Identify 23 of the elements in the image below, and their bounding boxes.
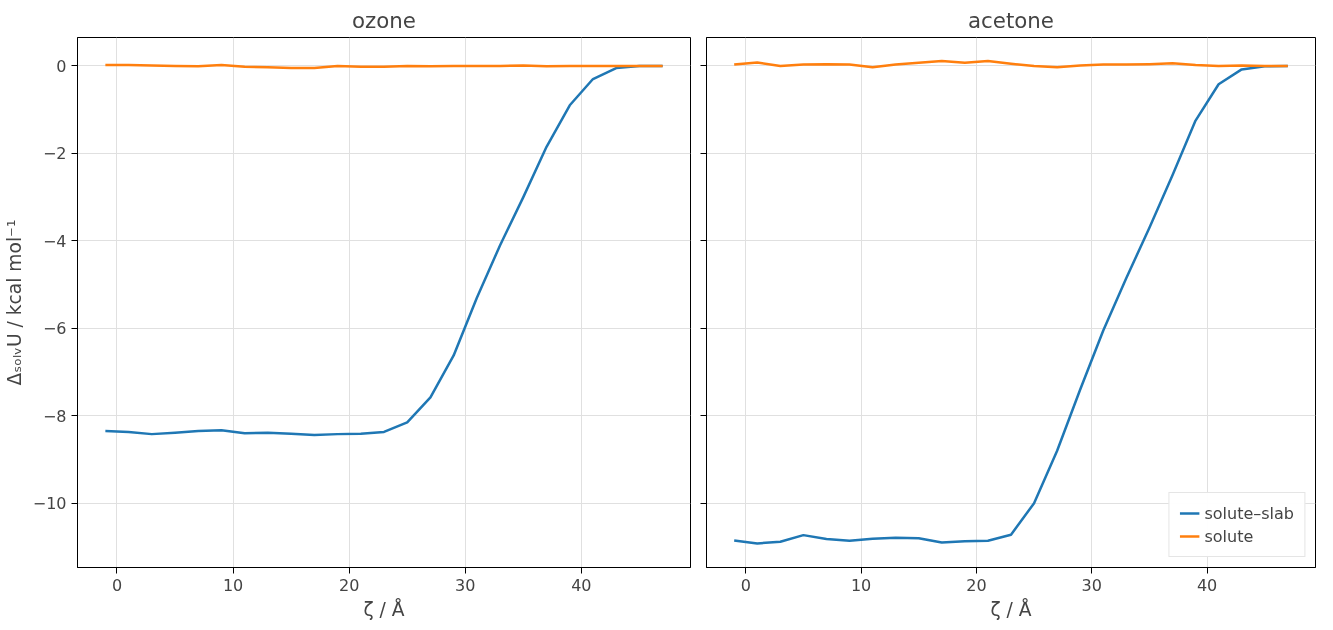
legend-label: solute–slab [1204,503,1294,523]
chart-title: acetone [968,7,1054,33]
x-axis-title: ζ / Å [990,597,1032,620]
x-tick-label: 40 [1196,575,1218,595]
x-tick-label: 40 [571,575,592,595]
x-tick-label: 10 [222,575,244,595]
y-tick-label: −8 [42,406,67,426]
y-tick-label: −2 [42,144,67,164]
x-tick-label: 30 [455,575,476,595]
y-axis-title: ΔₛₒₗᵥU / kcal mol⁻¹ [3,219,25,386]
x-tick-label: 0 [111,575,123,595]
chart-title: ozone [352,7,416,33]
x-axis-title: ζ / Å [363,597,405,620]
legend-label: solute [1204,526,1254,546]
y-tick-label: −4 [42,231,67,251]
y-tick-label: −10 [32,494,67,514]
x-tick-label: 10 [850,575,872,595]
y-tick-label: −6 [42,319,67,339]
x-tick-label: 0 [740,575,751,595]
x-tick-label: 30 [1081,575,1102,595]
x-tick-label: 20 [966,575,987,595]
y-tick-label: 0 [56,56,67,76]
x-tick-label: 20 [338,575,360,595]
